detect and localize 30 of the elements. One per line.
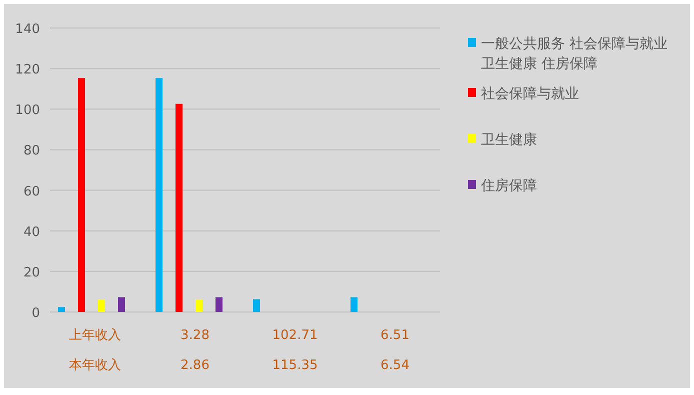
text: 115.35: [272, 358, 318, 373]
y-tick-label: 120: [15, 62, 40, 78]
text: 本年收入: [69, 358, 121, 373]
bar: [98, 299, 105, 312]
y-tick-label: 60: [23, 184, 40, 200]
y-tick-label: 140: [15, 22, 40, 37]
text: 6.51: [380, 328, 410, 343]
y-tick-label: 80: [23, 144, 40, 159]
text: 2.86: [180, 358, 210, 373]
bar: [78, 78, 85, 312]
y-tick-label: 40: [23, 224, 40, 240]
legend-label: 住房保障: [481, 177, 538, 196]
bar: [350, 297, 358, 312]
text: 6.54: [380, 358, 410, 373]
bar: [58, 307, 65, 312]
y-tick-label: 0: [32, 306, 40, 321]
text: 3.28: [180, 328, 210, 343]
legend-label: 社会保障与就业: [481, 85, 580, 104]
legend-label: 一般公共服务 社会保障与就业卫生健康 住房保障: [481, 35, 668, 74]
bar: [253, 299, 260, 312]
bar: [176, 104, 182, 312]
text: 102.71: [272, 328, 318, 343]
text: 上年收入: [69, 328, 121, 343]
y-tick-label: 20: [23, 265, 40, 280]
legend-label: 卫生健康: [481, 131, 538, 150]
bar: [196, 299, 202, 312]
bar: [156, 78, 162, 312]
bar: [216, 297, 222, 312]
bar: [118, 297, 125, 312]
y-tick-label: 100: [15, 103, 40, 118]
